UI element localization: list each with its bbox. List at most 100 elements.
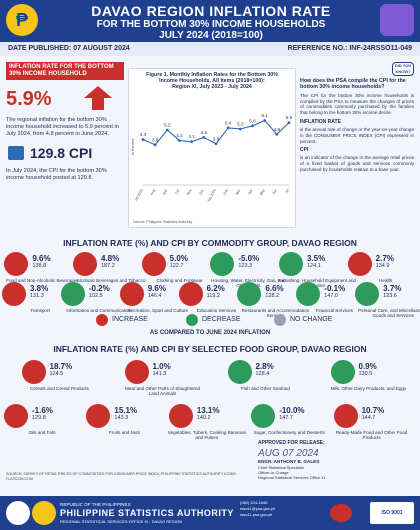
commodity-cpi-value: 123.3	[238, 263, 253, 269]
x-tick-label: Dec	[198, 188, 205, 195]
commodity-group-icon	[60, 282, 85, 306]
commodity-group-name: Education Services	[196, 308, 237, 313]
line-chart: In Percent 4.3 Jul 2023 3.8 Aug 5.2 Sep 4.2 Oct 4…	[131, 113, 293, 203]
food-cpi-value: 128.4	[255, 371, 270, 377]
food-card: -10.0% 147.7 Sugar, Confectionery and Dess…	[251, 404, 327, 440]
chart-source: Source: Philippine Statistics Authority	[133, 220, 193, 224]
headline-title: INFLATION RATE FOR THE BOTTOM 30% INCOME…	[6, 62, 124, 80]
food-group-icon	[251, 404, 276, 428]
commodity-cpi-value: 134.9	[375, 263, 390, 269]
footer-republic: REPUBLIC OF THE PHILIPPINES	[60, 502, 131, 507]
commodity-inflation-value: 5.0%	[169, 254, 188, 263]
header-illustration-icon	[380, 4, 414, 36]
commodity-group-icon	[347, 252, 372, 276]
food-group-icon	[4, 404, 28, 428]
food-inflation-value: -1.6%	[32, 406, 53, 415]
food-inflation-value: 15.1%	[114, 406, 138, 415]
data-label: 5.4	[225, 120, 232, 125]
up-arrow-icon	[84, 86, 112, 98]
commodity-card: 4.8% 187.2 Alcoholic Beverages and Tobacco	[73, 252, 149, 288]
food-group-name: Oils and Fats	[28, 430, 56, 435]
inflation-definition-heading: INFLATION RATE	[300, 119, 341, 125]
commodity-card: -0.1% 147.0 Financial Services	[296, 282, 372, 318]
commodity-group-name: Clothing and Footwear	[156, 278, 203, 283]
data-label: 4.2	[176, 133, 183, 138]
x-tick-label: Jun	[272, 188, 278, 195]
footer-website[interactable]: rsso11.psa.gov.ph	[240, 512, 273, 517]
commodity-card: 2.7% 134.9 Health	[347, 252, 420, 288]
food-group-name: Meat and Other Parts of Slaughtered Land…	[124, 386, 201, 396]
food-group-name: Fruits and Nuts	[108, 430, 140, 435]
commodity-group-icon	[2, 282, 26, 306]
title-line-3: JULY 2024 (2018=100)	[159, 30, 263, 41]
cpi-definition-heading: CPI	[300, 147, 309, 154]
food-cards: 18.7% 124.5 Cereals and Cereal Products 1.0…	[0, 360, 412, 442]
commodity-cards: 9.6% 138.8 Food and Non-Alcoholic Beverage…	[0, 252, 420, 318]
data-point	[178, 139, 181, 142]
commodity-cpi-value: 146.4	[147, 293, 162, 299]
footer-email[interactable]: rsso11@psa.gov.ph	[240, 506, 276, 511]
commodity-section-header: INFLATION RATE (%) AND CPI BY COMMODITY …	[4, 238, 416, 248]
data-point	[141, 138, 145, 141]
commodity-inflation-value: -5.0%	[238, 254, 260, 263]
commodity-group-name: Personal Care, and Miscellaneous Goods a…	[358, 308, 420, 318]
food-group-icon	[86, 404, 111, 428]
food-section-title: INFLATION RATE (%) AND CPI BY SELECTED F…	[53, 344, 367, 354]
commodity-cpi-value: 123.6	[383, 293, 397, 299]
food-group-icon	[330, 360, 355, 384]
commodity-group-name: Food and Non-Alcoholic Beverages	[6, 278, 79, 283]
data-point	[287, 121, 291, 125]
food-cpi-value: 124.5	[49, 371, 64, 377]
food-group-name: Ready-Made Food and Other Food Products	[335, 430, 408, 440]
food-group-name: Fish and Other Seafood	[241, 386, 290, 391]
approval-block: APPROVED FOR RELEASE: AUG 07 2024 ENGR. …	[258, 440, 408, 488]
data-point	[190, 140, 194, 144]
commodity-cpi-value: 147.0	[324, 293, 339, 299]
food-cpi-value: 140.2	[196, 415, 211, 421]
commodity-inflation-value: 3.7%	[383, 284, 402, 293]
reference-number: REFERENCE NO.: INF-24RSSO11-049	[287, 45, 412, 52]
food-card: 10.7% 144.7 Ready-Made Food and Other Food…	[333, 404, 410, 440]
data-label: 5.6	[249, 118, 256, 123]
did-you-know-badge: DID YOU KNOW?	[392, 62, 414, 76]
food-card: 13.1% 140.2 Vegetables, Tubers, Cooking Ba…	[168, 404, 246, 440]
food-inflation-value: 2.8%	[255, 362, 274, 371]
commodity-cpi-value: 138.8	[32, 263, 47, 269]
cpi-box: 129.8 CPI	[6, 144, 124, 162]
footer-phone[interactable]: (082) 224-1640	[240, 500, 268, 505]
approval-signature: AUG 07 2024	[258, 448, 319, 459]
chart-title-line-1: Figure 1. Monthly Inflation Rates for th…	[146, 72, 278, 78]
food-group-name: Sugar, Confectionery and Desserts	[253, 430, 325, 435]
food-group-icon	[21, 360, 46, 384]
commodity-inflation-value: 6.6%	[265, 284, 284, 293]
commodity-group-icon	[178, 282, 203, 306]
approver-position-1: Chief Statistical Specialist	[258, 464, 304, 470]
commodity-cpi-value: 187.2	[101, 263, 115, 269]
commodity-group-icon	[210, 252, 235, 276]
food-cpi-value: 147.7	[279, 415, 293, 421]
cpi-definition: is an indicator of the change in the ave…	[300, 155, 414, 172]
commodity-card: 9.6% 138.8 Food and Non-Alcoholic Beverage…	[4, 252, 80, 288]
food-cpi-value: 129.8	[32, 415, 46, 421]
chart-title-line-2: Income Households, All Items (2018=100):	[159, 78, 265, 85]
data-label: 5.3	[237, 121, 244, 126]
header: ₱ DAVAO REGION INFLATION RATE FOR THE BO…	[0, 0, 420, 42]
food-cpi-value: 143.3	[114, 415, 129, 421]
footer-psa: PHILIPPINE STATISTICS AUTHORITY	[60, 508, 234, 518]
data-label: 5.2	[164, 123, 171, 128]
data-point	[263, 119, 267, 122]
x-tick-label: Feb	[223, 188, 229, 195]
cpi-icon	[8, 146, 24, 160]
commodity-group-name: Information and Communication	[66, 308, 132, 313]
title-line-2: FOR THE BOTTOM 30% INCOME HOUSEHOLDS	[96, 19, 326, 30]
commodity-group-icon	[119, 282, 144, 306]
peso-logo-icon: ₱	[6, 4, 38, 36]
commodity-group-name: Alcoholic Beverages and Tobacco	[76, 278, 146, 283]
nochange-dot-icon	[274, 314, 286, 326]
decrease-dot-icon	[186, 314, 198, 326]
food-group-icon	[227, 360, 252, 384]
commodity-card: 3.7%123.6 Personal Care, and Miscellaneou…	[355, 282, 420, 318]
x-tick-label: Mar	[235, 188, 242, 196]
food-group-icon	[168, 404, 193, 428]
x-tick-label: Sep	[162, 188, 169, 195]
